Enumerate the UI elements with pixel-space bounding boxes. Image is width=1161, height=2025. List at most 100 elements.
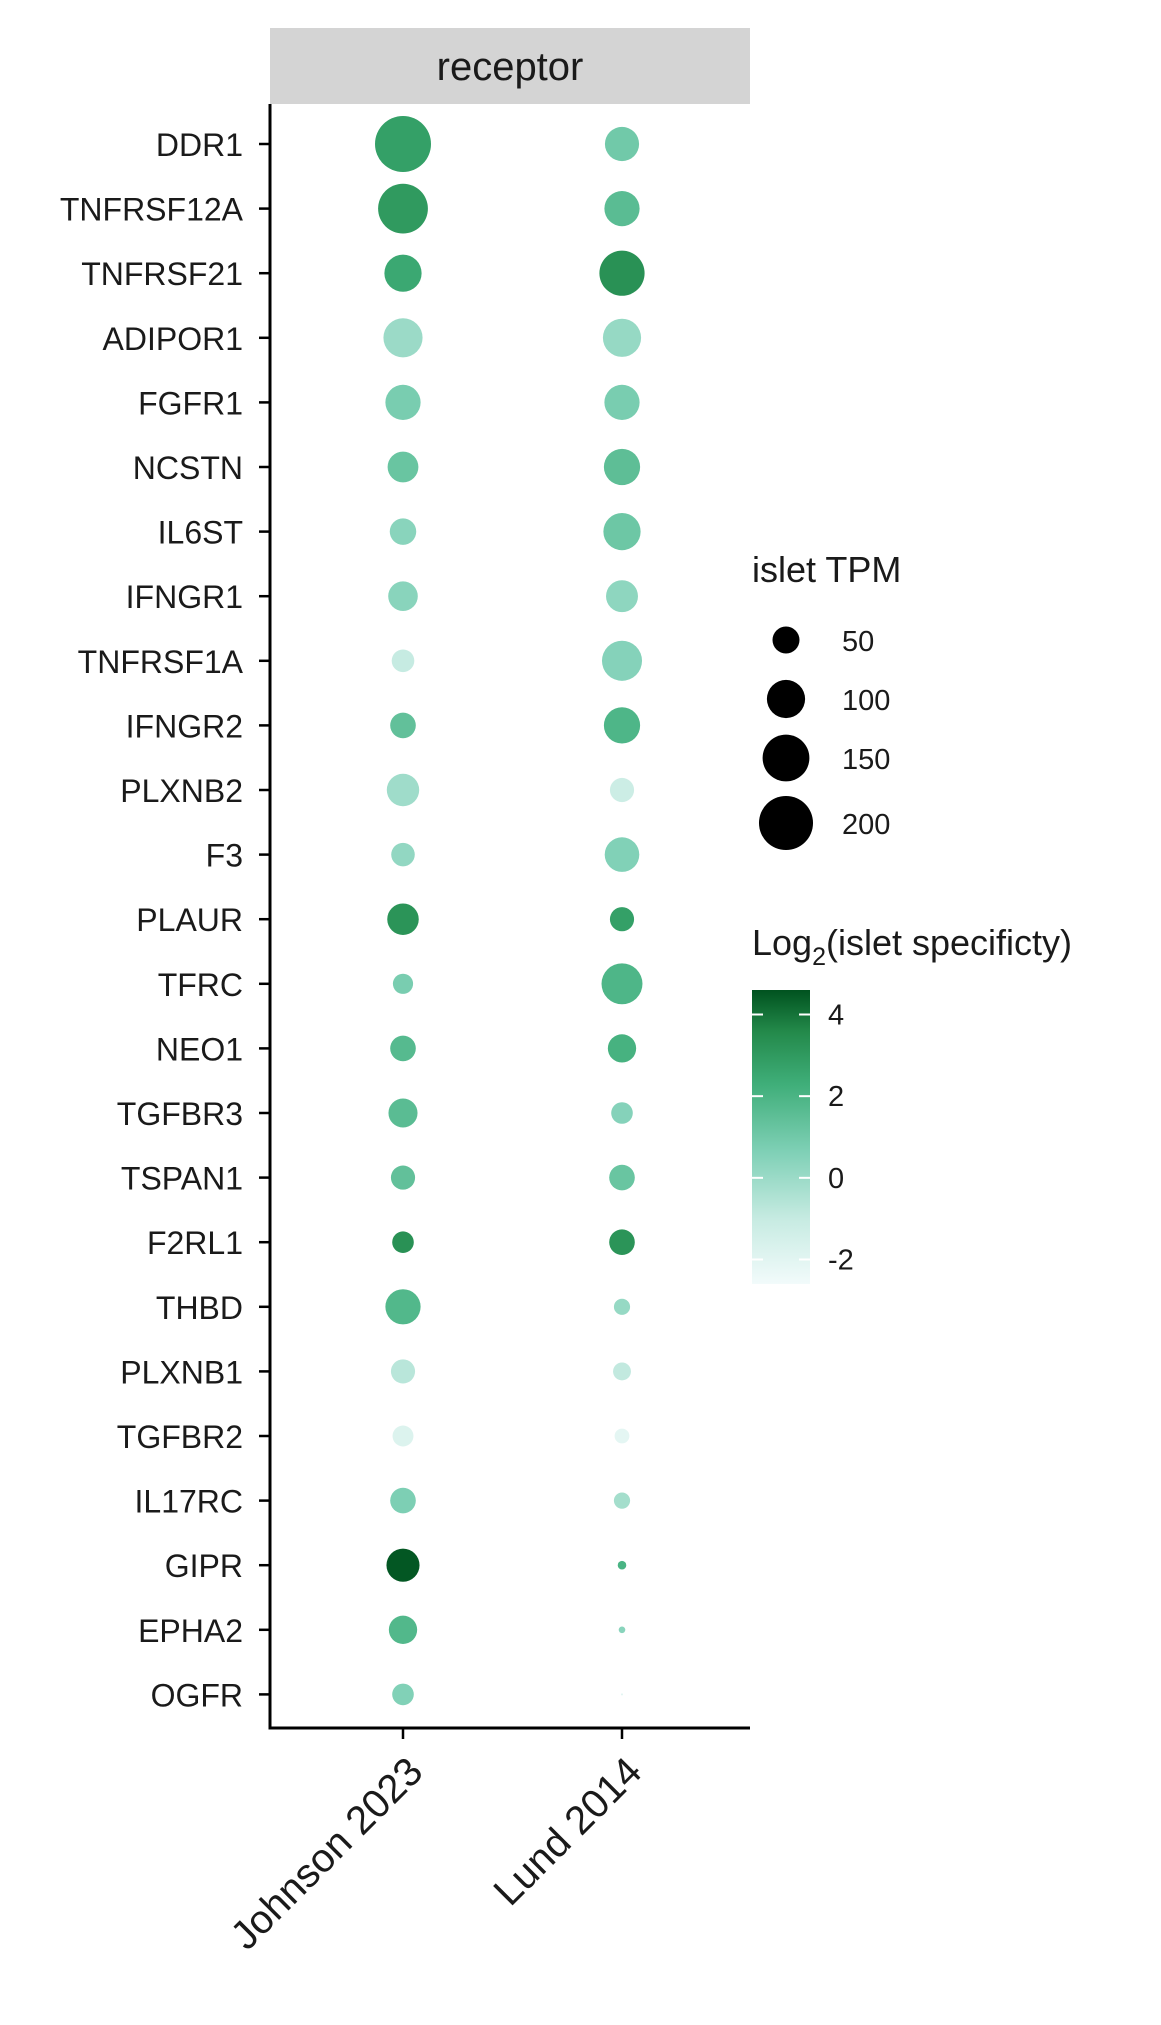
dot-tnfrsf21-johnson-2023 xyxy=(384,254,422,292)
dot-thbd-johnson-2023 xyxy=(385,1289,421,1325)
y-tick-label: F2RL1 xyxy=(147,1225,243,1261)
size-legend-label: 50 xyxy=(842,626,874,658)
dot-ddr1-johnson-2023 xyxy=(375,116,431,172)
y-ticks xyxy=(259,142,270,1696)
y-tick-label: NCSTN xyxy=(133,450,243,486)
dot-ifngr1-johnson-2023 xyxy=(388,581,418,611)
dot-ncstn-johnson-2023 xyxy=(387,451,419,483)
dot-il17rc-johnson-2023 xyxy=(390,1487,416,1514)
y-tick-label: PLXNB1 xyxy=(120,1354,243,1390)
y-tick-label: TNFRSF1A xyxy=(78,644,244,680)
dot-f2rl1-johnson-2023 xyxy=(392,1231,414,1253)
facet-label: receptor xyxy=(437,45,584,89)
dot-f3-lund-2014 xyxy=(604,837,640,872)
y-tick-label: IL6ST xyxy=(158,515,243,551)
dot-il6st-lund-2014 xyxy=(603,512,641,551)
y-tick-label: IL17RC xyxy=(135,1484,244,1520)
dot-plxnb2-lund-2014 xyxy=(609,777,635,803)
colorbar xyxy=(752,990,810,1284)
size-legend-label: 100 xyxy=(842,685,890,717)
dot-tfrc-johnson-2023 xyxy=(392,973,414,994)
dot-fgfr1-lund-2014 xyxy=(604,384,640,421)
dot-tgfbr3-lund-2014 xyxy=(611,1102,633,1124)
x-tick-label: Johnson 2023 xyxy=(223,1749,432,1958)
size-legend-title: islet TPM xyxy=(752,549,901,590)
dot-plaur-johnson-2023 xyxy=(387,903,419,935)
y-tick-label: EPHA2 xyxy=(138,1613,243,1649)
dot-adipor1-lund-2014 xyxy=(602,318,642,357)
dot-epha2-lund-2014 xyxy=(618,1626,626,1634)
y-tick-label: THBD xyxy=(156,1290,243,1326)
colorbar-label: -2 xyxy=(828,1245,854,1277)
dot-epha2-johnson-2023 xyxy=(388,1615,418,1644)
dot-thbd-lund-2014 xyxy=(613,1298,631,1315)
y-tick-label: OGFR xyxy=(151,1677,243,1713)
dot-ifngr2-lund-2014 xyxy=(603,707,641,744)
y-tick-label: ADIPOR1 xyxy=(103,321,243,357)
dot-plaur-lund-2014 xyxy=(609,907,635,932)
size-legend-key xyxy=(772,626,800,654)
data-points xyxy=(375,116,645,1706)
dot-tgfbr3-johnson-2023 xyxy=(388,1098,418,1128)
dot-tnfrsf12a-lund-2014 xyxy=(604,190,640,227)
dot-il6st-johnson-2023 xyxy=(389,518,417,545)
dot-neo1-lund-2014 xyxy=(607,1034,637,1063)
color-legend: Log2(islet specificty) 4 2 0 -2 xyxy=(752,922,1072,1284)
y-tick-label: TGFBR2 xyxy=(117,1419,243,1455)
size-legend-label: 150 xyxy=(842,744,890,776)
dot-il17rc-lund-2014 xyxy=(613,1492,631,1509)
y-tick-label: NEO1 xyxy=(156,1031,243,1067)
size-legend-label: 200 xyxy=(842,809,890,841)
color-legend-title: Log2(islet specificty) xyxy=(752,922,1072,971)
dot-tfrc-lund-2014 xyxy=(601,963,643,1005)
colorbar-label: 4 xyxy=(828,1000,844,1032)
facet-strip xyxy=(270,28,750,104)
dot-ncstn-lund-2014 xyxy=(603,448,641,486)
dot-ddr1-lund-2014 xyxy=(604,126,640,162)
x-tick-labels: Johnson 2023 Lund 2014 xyxy=(223,1749,651,1958)
size-legend: islet TPM 50 100 150 200 xyxy=(752,549,901,851)
dot-tgfbr2-lund-2014 xyxy=(614,1428,630,1444)
dot-f3-johnson-2023 xyxy=(391,842,415,867)
dot-f2rl1-lund-2014 xyxy=(609,1229,635,1256)
y-tick-label: F3 xyxy=(206,838,243,874)
dot-plxnb1-lund-2014 xyxy=(613,1362,631,1381)
y-tick-label: TSPAN1 xyxy=(121,1161,243,1197)
y-tick-label: DDR1 xyxy=(156,127,243,163)
size-legend-key xyxy=(766,679,806,719)
y-tick-label: PLAUR xyxy=(136,902,243,938)
dot-neo1-johnson-2023 xyxy=(390,1035,416,1062)
dot-ifngr2-johnson-2023 xyxy=(390,712,416,739)
y-tick-label: FGFR1 xyxy=(138,385,243,421)
y-tick-labels: DDR1 TNFRSF12A TNFRSF21 ADIPOR1 FGFR1 NCSTN IL… xyxy=(60,127,244,1713)
dot-tspan1-lund-2014 xyxy=(609,1164,635,1191)
dot-adipor1-johnson-2023 xyxy=(383,318,423,358)
y-tick-label: IFNGR1 xyxy=(126,579,243,615)
dot-ifngr1-lund-2014 xyxy=(606,580,638,613)
dot-gipr-johnson-2023 xyxy=(386,1548,420,1582)
size-legend-key xyxy=(758,795,814,851)
dot-tspan1-johnson-2023 xyxy=(390,1165,416,1190)
dot-tnfrsf21-lund-2014 xyxy=(599,250,645,296)
dot-fgfr1-johnson-2023 xyxy=(385,384,421,421)
dot-ogfr-johnson-2023 xyxy=(392,1683,414,1706)
dot-tnfrsf1a-lund-2014 xyxy=(601,640,643,681)
y-tick-label: TFRC xyxy=(158,967,243,1003)
y-tick-label: PLXNB2 xyxy=(120,773,243,809)
dot-tnfrsf12a-johnson-2023 xyxy=(378,183,428,234)
x-tick-label: Lund 2014 xyxy=(486,1749,651,1914)
y-tick-label: TGFBR3 xyxy=(117,1096,243,1132)
dot-plxnb2-johnson-2023 xyxy=(386,773,420,807)
y-tick-label: IFNGR2 xyxy=(126,708,243,744)
dot-tnfrsf1a-johnson-2023 xyxy=(391,649,415,673)
size-legend-key xyxy=(762,734,810,782)
x-ticks xyxy=(401,1728,624,1739)
colorbar-label: 2 xyxy=(828,1081,844,1113)
dot-ogfr-lund-2014 xyxy=(620,1693,624,1696)
y-tick-label: TNFRSF21 xyxy=(81,256,243,292)
colorbar-label: 0 xyxy=(828,1163,844,1195)
dot-plxnb1-johnson-2023 xyxy=(390,1359,416,1384)
dot-tgfbr2-johnson-2023 xyxy=(392,1425,414,1447)
y-tick-label: TNFRSF12A xyxy=(60,192,244,228)
